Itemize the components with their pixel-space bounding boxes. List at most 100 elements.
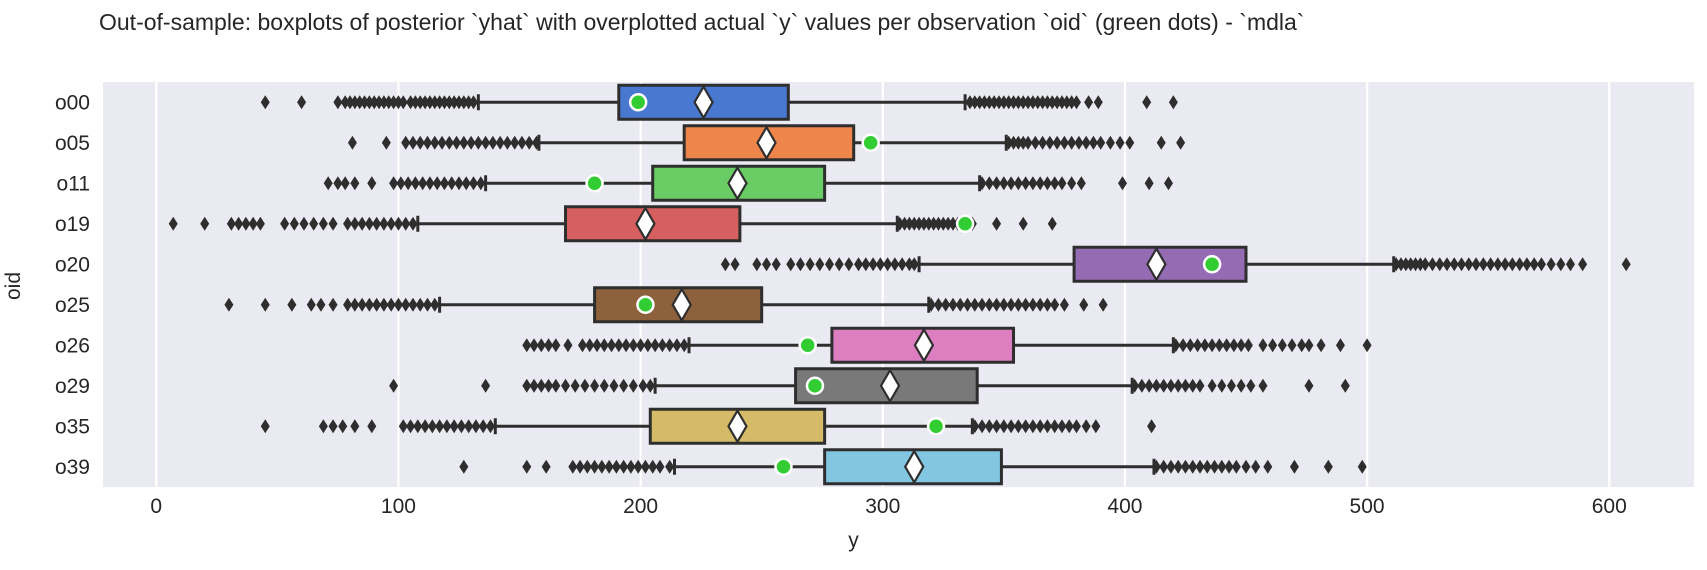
outlier-diamond xyxy=(430,297,440,312)
outlier-diamond xyxy=(297,95,307,110)
outlier-diamond xyxy=(309,216,319,231)
outlier-diamond xyxy=(1047,216,1057,231)
outlier-diamond xyxy=(1529,257,1539,272)
outlier-diamond xyxy=(582,459,592,474)
outlier-diamond xyxy=(1236,338,1246,353)
outlier-diamond xyxy=(665,338,675,353)
outlier-diamond xyxy=(955,297,965,312)
outlier-diamond xyxy=(614,338,624,353)
outlier-diamond xyxy=(752,257,762,272)
outlier-diamond xyxy=(948,216,958,231)
mean-marker-o00 xyxy=(693,84,714,120)
outlier-diamond xyxy=(904,216,914,231)
x-tick-label: 0 xyxy=(150,495,162,518)
outlier-diamond xyxy=(459,459,469,474)
outlier-diamond xyxy=(1214,338,1224,353)
outlier-diamond xyxy=(897,257,907,272)
outlier-diamond xyxy=(435,419,445,434)
outlier-diamond xyxy=(883,257,893,272)
outlier-diamond xyxy=(965,95,975,110)
outlier-diamond xyxy=(679,338,689,353)
outlier-diamond xyxy=(1362,338,1372,353)
outlier-diamond xyxy=(551,378,561,393)
outlier-diamond xyxy=(626,459,636,474)
outlier-diamond xyxy=(481,378,491,393)
outlier-diamond xyxy=(1137,378,1147,393)
outlier-diamond xyxy=(1081,135,1091,150)
outlier-diamond xyxy=(510,135,520,150)
outlier-diamond xyxy=(338,419,348,434)
outlier-diamond xyxy=(1435,257,1445,272)
outlier-diamond xyxy=(1047,95,1057,110)
outlier-diamond xyxy=(1536,257,1546,272)
outlier-diamond xyxy=(536,378,546,393)
outlier-diamond xyxy=(919,216,929,231)
outlier-diamond xyxy=(1057,176,1067,191)
outlier-diamond xyxy=(350,297,360,312)
outlier-diamond xyxy=(1226,378,1236,393)
outlier-diamond xyxy=(1035,419,1045,434)
outlier-diamond xyxy=(834,257,844,272)
actual-y-dot-o25 xyxy=(636,295,655,314)
outlier-diamond xyxy=(384,95,394,110)
outlier-diamond xyxy=(1004,95,1014,110)
outlier-diamond xyxy=(1493,257,1503,272)
outlier-diamond xyxy=(730,257,740,272)
mean-marker-o11 xyxy=(727,165,748,201)
outlier-diamond xyxy=(488,135,498,150)
outlier-diamond xyxy=(815,257,825,272)
outlier-diamond xyxy=(1415,257,1425,272)
outlier-diamond xyxy=(1335,338,1345,353)
outlier-diamond xyxy=(406,419,416,434)
outlier-diamond xyxy=(260,95,270,110)
outlier-diamond xyxy=(1207,378,1217,393)
outlier-diamond xyxy=(1207,338,1217,353)
outlier-diamond xyxy=(299,216,309,231)
outlier-diamond xyxy=(999,419,1009,434)
outlier-diamond xyxy=(1188,459,1198,474)
outlier-diamond xyxy=(439,95,449,110)
outlier-diamond xyxy=(1486,257,1496,272)
outlier-diamond xyxy=(1224,459,1234,474)
actual-y-dot-o19 xyxy=(955,214,975,233)
outlier-diamond xyxy=(648,459,658,474)
outlier-diamond xyxy=(1033,95,1043,110)
outlier-diamond xyxy=(415,297,425,312)
outlier-diamond xyxy=(1098,297,1108,312)
outlier-diamond xyxy=(396,176,406,191)
x-axis-label: y xyxy=(848,529,859,552)
outlier-diamond xyxy=(657,338,667,353)
actual-y-dot-o05 xyxy=(861,133,880,152)
outlier-diamond xyxy=(369,95,379,110)
outlier-diamond xyxy=(372,297,382,312)
outlier-diamond xyxy=(1229,338,1239,353)
outlier-diamond xyxy=(1042,95,1052,110)
outlier-diamond xyxy=(1151,378,1161,393)
outlier-diamond xyxy=(1071,95,1081,110)
outlier-diamond xyxy=(854,257,864,272)
outlier-diamond xyxy=(374,95,384,110)
outlier-diamond xyxy=(1185,338,1195,353)
outlier-diamond xyxy=(1396,257,1406,272)
outlier-diamond xyxy=(393,95,403,110)
outlier-diamond xyxy=(401,135,411,150)
outlier-diamond xyxy=(672,338,682,353)
outlier-diamond xyxy=(611,459,621,474)
outlier-diamond xyxy=(1406,257,1416,272)
outlier-diamond xyxy=(522,338,532,353)
outlier-diamond xyxy=(464,95,474,110)
outlier-diamond xyxy=(343,297,353,312)
actual-y-dot-o35 xyxy=(926,417,946,436)
outlier-diamond xyxy=(786,257,796,272)
outlier-diamond xyxy=(599,378,609,393)
outlier-diamond xyxy=(1067,95,1077,110)
outlier-diamond xyxy=(970,419,980,434)
outlier-diamond xyxy=(1062,95,1072,110)
outlier-diamond xyxy=(1251,459,1261,474)
outlier-diamond xyxy=(495,135,505,150)
outlier-diamond xyxy=(977,419,987,434)
outlier-diamond xyxy=(1180,459,1190,474)
y-tick-label: o20 xyxy=(55,253,90,276)
outlier-diamond xyxy=(437,135,447,150)
actual-y-dot-o39 xyxy=(774,457,793,476)
